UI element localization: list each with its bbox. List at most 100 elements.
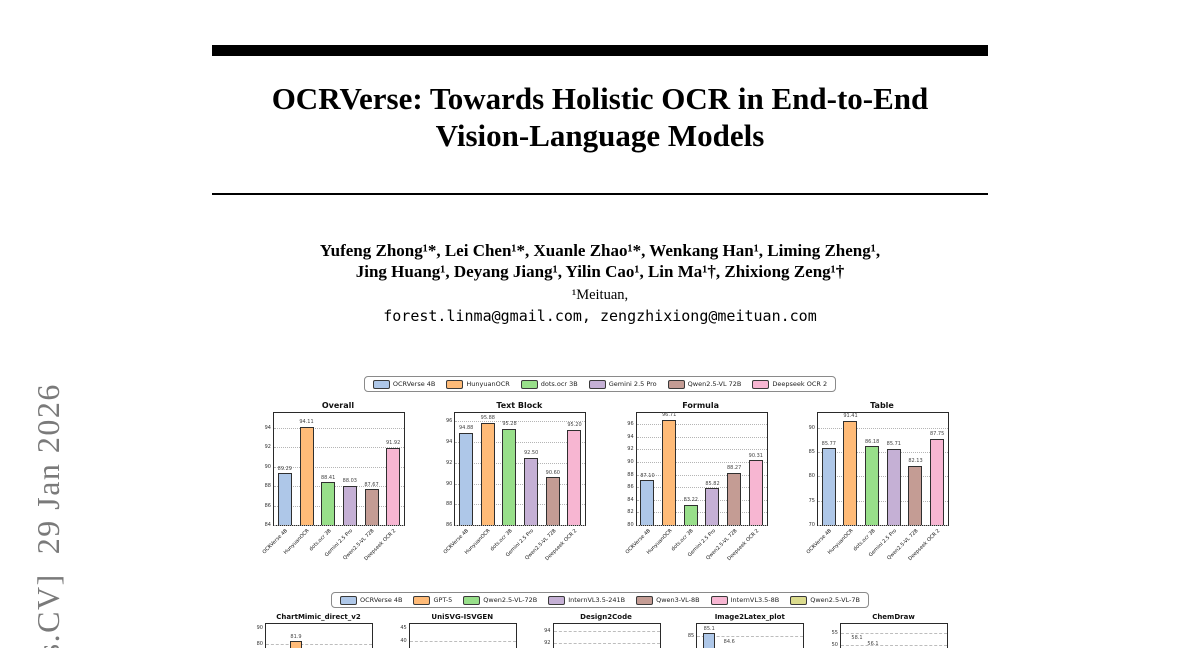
gridline [636, 474, 767, 476]
bar-value-label: 91.41 [843, 413, 858, 420]
bar [524, 457, 539, 525]
legend-label: OCRVerse 4B [392, 380, 436, 388]
bar [299, 426, 314, 525]
gridline [274, 486, 404, 488]
affiliation: ¹Meituan, [571, 287, 629, 303]
bar-value-label: 56.1 [867, 641, 879, 647]
legend-label: Qwen2.5-VL-72B [483, 596, 538, 604]
bar [342, 485, 357, 525]
gridline [266, 644, 372, 645]
bar-value-label: 95.20 [567, 422, 582, 429]
chart-table: Table 70 75 80 85 90 85.77 OCRVerse 4B 91.41 Huny… [797, 401, 949, 562]
bar [290, 641, 302, 648]
bar-value-label: 87.75 [929, 431, 945, 438]
legend-swatch-icon [710, 595, 728, 605]
y-tick-label: 92 [264, 444, 271, 451]
y-tick-label: 75 [808, 497, 815, 504]
gridline [455, 421, 586, 423]
bar [843, 420, 858, 525]
bar [930, 438, 945, 525]
gridline [636, 424, 767, 426]
chart-plot-area: 94 92 [544, 623, 661, 648]
legend-item: HunyuanOCR [446, 379, 510, 389]
y-tick-label: 86 [264, 502, 271, 509]
gridline [636, 462, 767, 464]
gridline [817, 525, 948, 526]
bar [886, 448, 901, 525]
legend-item: Qwen3-VL-8B [636, 595, 700, 605]
bar-value-label: 85.77 [821, 440, 836, 447]
legend-swatch-icon [588, 379, 606, 389]
legend-label: GPT-5 [433, 596, 453, 604]
bar-value-label: 88.27 [726, 465, 742, 472]
gridline [697, 636, 804, 637]
chart-title: Image2Latex_plot [714, 613, 785, 621]
bar-value-label: 88.03 [342, 478, 357, 485]
author-line-2: Jing Huang¹, Deyang Jiang¹, Yilin Cao¹, … [355, 262, 845, 281]
y-tick-label: 45 [400, 625, 407, 631]
gridline [817, 476, 948, 478]
chart-title: Table [870, 401, 894, 410]
legend-swatch-icon [548, 595, 566, 605]
gridline [274, 447, 404, 449]
legend-label: Qwen3-VL-8B [656, 596, 700, 604]
y-tick-label: 92 [445, 459, 453, 466]
paper-title-line-1: OCRVerse: Towards Holistic OCR in End-to… [271, 81, 929, 116]
paper-title: OCRVerse: Towards Holistic OCR in End-to… [212, 80, 988, 154]
y-tick-label: 94 [627, 433, 634, 440]
y-tick-label: 82 [627, 509, 634, 516]
bar [502, 428, 517, 525]
legend-item: dots.ocr 3B [520, 379, 578, 389]
y-tick-label: 86 [627, 484, 634, 491]
bar [865, 446, 880, 525]
legend-row-2: OCRVerse 4B GPT-5 Qwen2.5-VL-72B InternVL3.… [331, 592, 869, 608]
legend-item: Deepseek OCR 2 [752, 379, 827, 389]
paper-title-line-2: Vision-Language Models [435, 118, 765, 153]
bar [748, 460, 763, 525]
gridline [636, 525, 767, 526]
bar-value-label: 88.41 [320, 474, 336, 481]
bar [727, 472, 742, 525]
legend-item: InternVL3.5-241B [548, 595, 625, 605]
bar [386, 447, 401, 525]
y-tick-label: 92 [544, 640, 551, 646]
figure-code-benchmarks: OCRVerse 4B GPT-5 Qwen2.5-VL-72B InternVL3.… [253, 592, 948, 648]
legend-item: Qwen2.5-VL-72B [463, 595, 538, 605]
legend-item: Qwen2.5-VL-7B [790, 595, 860, 605]
bar-value-label: 83.22 [683, 497, 698, 504]
chart-chemdraw: ChemDraw 55 50 58.1 56.1 [828, 613, 948, 648]
y-tick-label: 80 [808, 473, 815, 480]
y-tick-label: 84 [264, 522, 271, 528]
bar-value-label: 92.50 [523, 450, 539, 457]
gridline [274, 525, 404, 526]
chart-plot-area: 45 40 [400, 623, 517, 648]
bar [567, 429, 582, 525]
gridline [553, 643, 660, 644]
y-tick-label: 55 [831, 630, 838, 636]
y-tick-label: 88 [445, 501, 453, 508]
legend-label: HunyuanOCR [466, 380, 510, 388]
chart-title: Formula [682, 401, 720, 410]
bar-value-label: 89.29 [277, 465, 292, 472]
y-tick-label: 94 [544, 628, 551, 634]
gridline [817, 427, 948, 429]
gridline [455, 483, 586, 485]
gridline [817, 451, 948, 453]
bar-value-label: 85.82 [705, 480, 720, 487]
chart-plot-area: 90 80 81.9 [257, 623, 373, 648]
legend-swatch-icon [446, 379, 464, 389]
y-tick-label: 50 [831, 642, 838, 648]
chart-title: Design2Code [580, 613, 632, 621]
bar [545, 477, 560, 525]
y-tick-label: 94 [445, 439, 453, 446]
gridline [274, 466, 404, 468]
y-tick-label: 85 [687, 633, 695, 639]
bar-value-label: 58.1 [851, 635, 863, 641]
bar-value-label: 86.18 [864, 438, 880, 445]
chart-plot-area: 85 85.1 84.6 [688, 623, 805, 648]
y-tick-label: 88 [627, 471, 634, 478]
bar [662, 419, 677, 525]
bar-value-label: 90.60 [545, 469, 560, 476]
bar-value-label: 85.1 [703, 626, 715, 632]
gridline [455, 525, 586, 526]
